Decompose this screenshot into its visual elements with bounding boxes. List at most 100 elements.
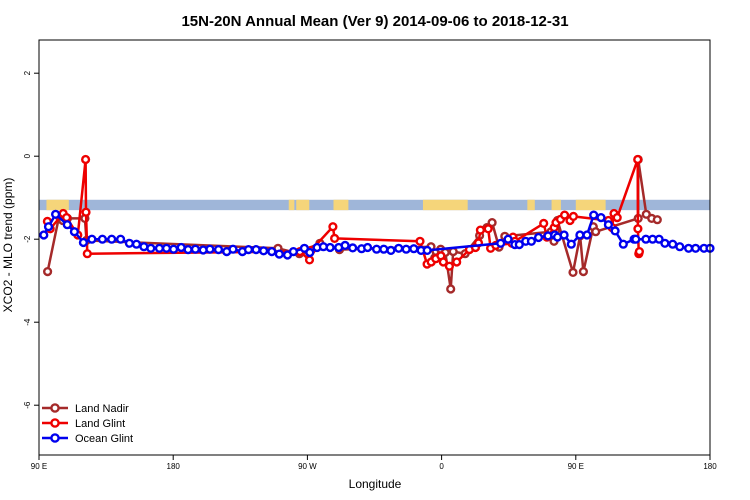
series-2-point: [675, 242, 685, 252]
y-tick-label: 2: [23, 70, 32, 75]
series-2-point: [496, 238, 506, 248]
series-1-point: [80, 154, 91, 165]
series-2: [39, 209, 715, 260]
series-layer: [39, 154, 715, 294]
land-segment-5: [527, 199, 535, 211]
series-2-point: [39, 230, 49, 240]
series-1-point: [444, 261, 455, 271]
legend-label: Land Nadir: [75, 403, 129, 415]
series-0-point: [42, 267, 53, 277]
series-2-point: [372, 244, 382, 254]
series-1-point: [634, 247, 645, 257]
series-2-point: [589, 210, 599, 220]
series-2-point: [683, 243, 694, 253]
series-2-point: [69, 227, 80, 237]
land-segment-6: [551, 199, 561, 211]
land-segment-4: [422, 199, 468, 211]
series-1-point: [81, 207, 91, 217]
series-2-point: [348, 243, 358, 253]
series-2-point: [251, 245, 261, 255]
series-2-point: [87, 234, 97, 244]
land-segment-0: [46, 199, 69, 211]
x-tick-label: 90 E: [568, 462, 584, 471]
series-0-point: [652, 215, 662, 225]
legend-swatch-marker: [50, 403, 60, 413]
x-tick-label: 90 W: [298, 462, 317, 471]
y-tick-label: 0: [23, 153, 32, 158]
series-1: [42, 154, 645, 271]
series-1-point: [438, 257, 448, 267]
series-2-point: [654, 234, 664, 244]
x-tick-label: 180: [703, 462, 717, 471]
x-axis-label: Longitude: [349, 477, 402, 491]
plot-frame: [38, 39, 711, 456]
y-axis-label: XCO2 - MLO trend (ppm): [1, 178, 15, 313]
series-2-point: [115, 234, 126, 244]
series-2-point: [533, 232, 544, 243]
chart-title: 15N-20N Annual Mean (Ver 9) 2014-09-06 t…: [181, 13, 568, 30]
series-1-point: [483, 224, 493, 234]
series-2-point: [243, 245, 254, 255]
series-2-point: [146, 243, 156, 253]
series-1-point: [539, 218, 549, 229]
legend-label: Land Glint: [75, 418, 125, 430]
series-1-point: [612, 213, 622, 223]
series-2-point: [631, 234, 641, 244]
series-2-point: [596, 213, 606, 223]
series-2-point: [288, 247, 299, 257]
series-1-point: [452, 257, 462, 267]
series-2-point: [124, 238, 134, 248]
series-2-point: [582, 230, 592, 240]
series-2-point: [228, 244, 238, 254]
series-2-point: [409, 244, 419, 254]
land-segment-1: [288, 199, 295, 211]
series-2-point: [267, 247, 277, 257]
series-2-point: [690, 243, 701, 253]
series-2-point: [386, 245, 396, 256]
series-2-point: [131, 239, 142, 249]
series-2-point: [43, 222, 54, 232]
series-1-point: [328, 222, 338, 232]
series-1-point: [304, 255, 315, 265]
series-2-point: [161, 243, 172, 253]
series-2-point: [610, 226, 620, 236]
series-1-point: [61, 213, 72, 223]
series-1-point: [633, 224, 643, 234]
series-2-point: [205, 244, 215, 254]
series-2-point: [97, 234, 108, 244]
series-0-point: [568, 267, 578, 278]
series-0-point: [578, 267, 589, 277]
series-2-point: [183, 245, 193, 255]
legend-swatch-marker: [50, 433, 60, 443]
legend: Land Nadir Land Glint Ocean Glint: [42, 403, 133, 445]
series-0-point: [446, 284, 456, 294]
series-1-point: [568, 211, 579, 222]
series-2-point: [340, 240, 350, 251]
series-2-point: [154, 243, 165, 253]
series-2-point: [78, 237, 89, 248]
series-line-0: [46, 158, 658, 291]
series-2-point: [50, 209, 61, 219]
y-tick-label: -6: [23, 401, 32, 409]
series-2-point: [575, 230, 585, 240]
series-2-point: [259, 246, 269, 256]
series-2-point: [566, 239, 576, 249]
x-tick-label: 90 E: [31, 462, 47, 471]
series-0-point: [591, 227, 601, 237]
y-tick-label: -2: [23, 235, 32, 243]
series-2-point: [526, 236, 537, 246]
series-1-point: [559, 210, 570, 220]
x-tick-label: 0: [439, 462, 444, 471]
series-2-point: [62, 220, 72, 230]
series-2-point: [401, 244, 411, 254]
series-1-point: [475, 225, 486, 235]
land-segment-3: [333, 199, 349, 211]
series-2-point: [363, 242, 373, 253]
series-2-point: [169, 244, 179, 254]
legend-item-0: Land Nadir: [42, 403, 129, 415]
y-axis-ticks: -6 -4 -2 0 2: [23, 70, 39, 409]
ocean-band: [39, 199, 710, 211]
series-2-point: [325, 242, 335, 253]
land-segment-2: [296, 199, 310, 211]
